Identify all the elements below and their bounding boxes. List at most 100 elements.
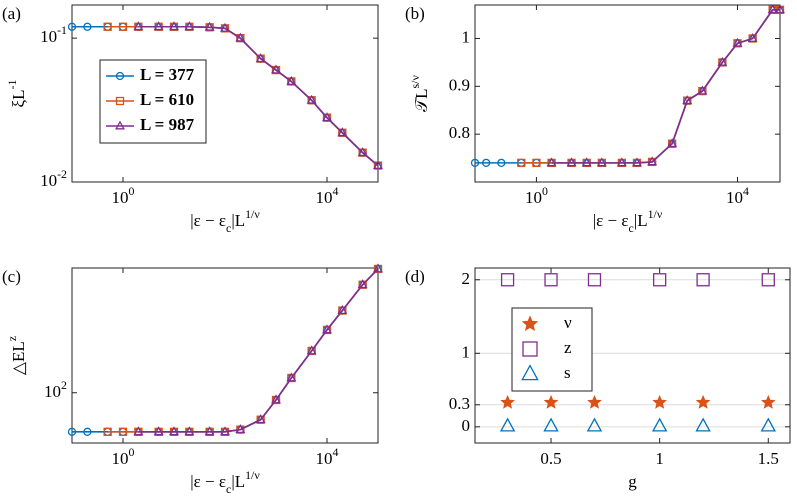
plot-frame	[474, 267, 791, 444]
x-axis-label: |ε − εc|L1/ν	[190, 207, 260, 235]
marker	[357, 147, 368, 157]
x-axis-label: |ε − εc|L1/ν	[593, 207, 663, 235]
marker	[133, 426, 144, 436]
marker	[543, 394, 559, 409]
marker	[220, 426, 230, 436]
panel-label: (c)	[2, 267, 21, 286]
panel-label: (b)	[405, 4, 425, 23]
legend-marker	[521, 364, 539, 381]
y-axis-label: △ELz	[5, 336, 28, 375]
marker	[103, 22, 112, 31]
marker	[373, 160, 383, 170]
marker	[760, 417, 776, 432]
marker	[184, 426, 195, 436]
marker	[235, 32, 246, 42]
panel: 0.8 0.9 1 100 104 |ε − εc|L1/ν 𝒯Ls/ν (b)	[405, 4, 785, 235]
marker	[651, 417, 668, 432]
x-tick-label: 1.5	[758, 449, 779, 468]
series-line	[138, 25, 379, 167]
legend-label: s	[564, 363, 571, 382]
marker	[732, 37, 743, 47]
x-tick-label: 100	[112, 445, 135, 468]
marker	[169, 426, 179, 436]
marker	[500, 394, 515, 409]
x-tick-label: 100	[525, 184, 548, 207]
marker	[497, 158, 506, 168]
marker	[667, 138, 678, 148]
marker	[696, 273, 710, 287]
marker	[546, 157, 557, 167]
marker	[255, 414, 266, 424]
marker	[470, 158, 480, 168]
marker	[482, 158, 491, 168]
marker	[286, 372, 297, 382]
marker	[322, 324, 332, 334]
marker	[67, 22, 77, 31]
marker	[153, 21, 164, 31]
x-tick-label: 104	[316, 184, 339, 207]
y-tick-label: 0.3	[449, 394, 470, 413]
y-tick-label: 2	[462, 269, 471, 288]
marker	[103, 427, 112, 436]
marker	[133, 21, 144, 31]
marker	[255, 53, 266, 63]
legend-label: ν	[564, 313, 572, 332]
y-tick-label: 102	[44, 377, 67, 400]
series-line	[521, 8, 780, 164]
y-tick-label: 10-2	[40, 167, 67, 190]
marker	[544, 273, 558, 287]
marker	[204, 21, 215, 31]
legend-marker	[115, 71, 125, 81]
series-line	[551, 8, 780, 164]
marker	[695, 417, 711, 432]
marker	[596, 157, 607, 167]
panel: 0 0.3 1 2 0.5 1 1.5 g (d) νzs	[405, 267, 791, 491]
legend-label: L = 377	[140, 65, 195, 84]
legend-marker	[521, 315, 539, 332]
marker	[499, 417, 516, 432]
legend-marker	[115, 96, 125, 106]
marker	[337, 127, 348, 137]
y-tick-label: 0.9	[449, 75, 470, 94]
marker	[500, 273, 515, 287]
series-line	[107, 268, 379, 433]
marker	[695, 394, 711, 409]
legend-marker	[522, 341, 538, 357]
marker	[543, 417, 559, 432]
x-tick-label: 0.5	[540, 449, 561, 468]
marker	[357, 279, 368, 289]
marker	[184, 21, 195, 31]
x-axis-label: |ε − εc|L1/ν	[190, 468, 260, 496]
marker	[337, 305, 348, 315]
y-tick-label: 1	[462, 27, 471, 46]
series-line	[475, 8, 780, 164]
plot-frame	[71, 267, 379, 444]
y-tick-label: 10-1	[40, 23, 67, 46]
marker	[220, 22, 230, 32]
panel: 102 100 104 |ε − εc|L1/ν △ELz (c)	[2, 263, 383, 496]
y-tick-label: 1	[462, 342, 471, 361]
marker	[586, 417, 603, 432]
marker	[118, 427, 128, 436]
marker	[67, 427, 77, 436]
plot-frame	[71, 4, 379, 183]
legend-marker	[115, 120, 125, 130]
marker	[632, 157, 642, 167]
marker	[169, 21, 179, 31]
panel-label: (a)	[2, 4, 21, 23]
series-line	[72, 268, 379, 433]
marker	[775, 4, 785, 14]
marker	[235, 424, 246, 434]
marker	[647, 156, 658, 166]
marker	[153, 426, 164, 436]
marker	[760, 394, 776, 409]
y-tick-label: 0.8	[449, 123, 470, 142]
marker	[767, 4, 778, 14]
panel: 10-2 10-1 100 104 |ε − εc|L1/ν ξL-1 (a) L = 377…	[2, 4, 383, 235]
marker	[682, 95, 693, 105]
marker	[652, 394, 667, 409]
y-axis-label: ξL-1	[5, 80, 28, 108]
marker	[83, 427, 92, 436]
marker	[566, 157, 577, 167]
panel-label: (d)	[405, 267, 425, 286]
